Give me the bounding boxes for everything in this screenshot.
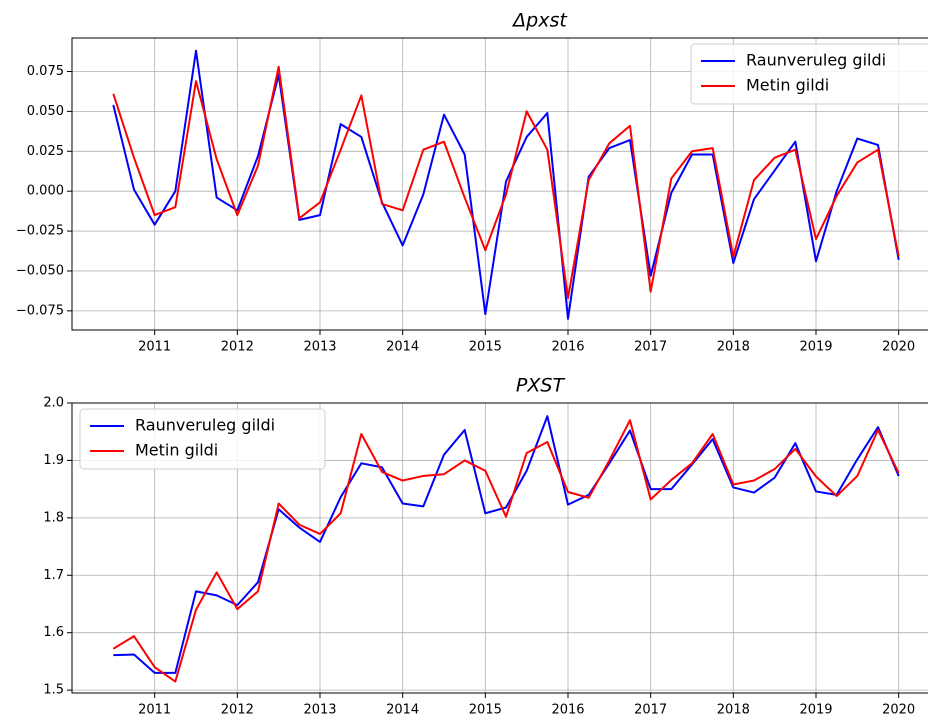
x-tick-label: 2020 [882, 703, 915, 718]
legend-label: Metin gildi [746, 76, 829, 95]
y-tick-label: 1.9 [43, 453, 64, 468]
axes-frame [71, 402, 928, 694]
x-tick-label: 2018 [717, 703, 750, 718]
x-tick-label: 2014 [386, 340, 419, 355]
legend-label: Raunveruleg gildi [135, 416, 275, 435]
y-tick-label: −0.025 [16, 224, 64, 239]
chart-title: Δpxst [511, 10, 568, 32]
x-tick-label: 2015 [469, 703, 502, 718]
series-line [112, 419, 900, 683]
x-tick-label: 2012 [221, 703, 254, 718]
y-tick-label: 2.0 [43, 396, 64, 411]
y-tick-label: 1.8 [43, 510, 64, 525]
chart-title: PXST [516, 375, 566, 397]
y-tick-label: −0.050 [16, 263, 64, 278]
x-tick-label: 2016 [551, 703, 584, 718]
series-line [112, 49, 900, 320]
x-tick-label: 2011 [138, 703, 171, 718]
y-tick-label: 1.7 [43, 568, 64, 583]
y-tick-label: 0.075 [27, 64, 64, 79]
legend-label: Raunveruleg gildi [746, 51, 886, 70]
y-tick-label: 0.050 [27, 104, 64, 119]
x-tick-label: 2017 [634, 340, 667, 355]
axes-frame [71, 37, 928, 331]
legend-box [79, 408, 326, 470]
x-tick-label: 2020 [882, 340, 915, 355]
x-tick-label: 2019 [799, 703, 832, 718]
x-tick-label: 2017 [634, 703, 667, 718]
x-tick-label: 2011 [138, 340, 171, 355]
series-line [112, 65, 900, 300]
x-tick-label: 2019 [799, 340, 832, 355]
x-tick-label: 2013 [303, 340, 336, 355]
x-tick-label: 2015 [469, 340, 502, 355]
y-tick-label: 1.6 [43, 625, 64, 640]
x-tick-label: 2016 [551, 340, 584, 355]
y-tick-label: −0.075 [16, 303, 64, 318]
y-tick-label: 0.000 [27, 184, 64, 199]
x-tick-label: 2012 [221, 340, 254, 355]
x-tick-label: 2013 [303, 703, 336, 718]
legend-label: Metin gildi [135, 441, 218, 460]
y-tick-label: 1.5 [43, 683, 64, 698]
x-tick-label: 2018 [717, 340, 750, 355]
legend-box [690, 43, 928, 105]
y-tick-label: 0.025 [27, 144, 64, 159]
series-line [113, 415, 900, 674]
x-tick-label: 2014 [386, 703, 419, 718]
